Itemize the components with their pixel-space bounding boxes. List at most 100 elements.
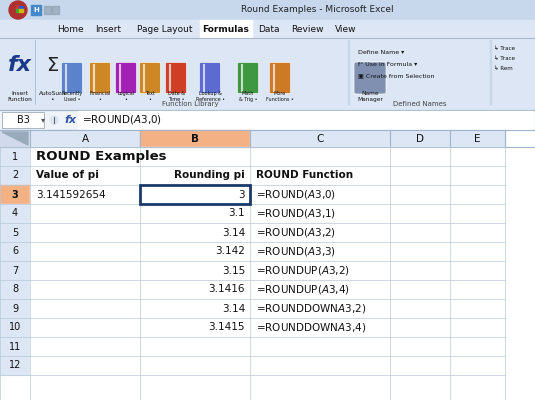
- Bar: [250, 280, 390, 299]
- Polygon shape: [2, 132, 28, 145]
- Text: 4: 4: [12, 208, 18, 218]
- Bar: [140, 356, 250, 375]
- Bar: [450, 204, 505, 223]
- Text: Page Layout: Page Layout: [137, 24, 193, 34]
- Text: ROUND Examples: ROUND Examples: [36, 150, 166, 163]
- Bar: [140, 337, 250, 356]
- Bar: [0, 337, 30, 356]
- Bar: [250, 223, 390, 242]
- Bar: [30, 242, 140, 261]
- Bar: [450, 185, 505, 204]
- Bar: [140, 299, 250, 318]
- Bar: [390, 318, 450, 337]
- Text: 7: 7: [12, 266, 18, 276]
- Bar: [30, 130, 140, 147]
- Bar: [450, 337, 505, 356]
- Text: Math
& Trig •: Math & Trig •: [239, 91, 257, 102]
- Bar: [390, 242, 450, 261]
- Text: =ROUNDUP($A$3,2): =ROUNDUP($A$3,2): [256, 264, 350, 277]
- FancyBboxPatch shape: [270, 62, 291, 94]
- FancyBboxPatch shape: [89, 62, 111, 94]
- Text: ↳ Trace: ↳ Trace: [494, 46, 515, 50]
- Bar: [30, 261, 140, 280]
- Text: AutoSum
•: AutoSum •: [39, 91, 65, 102]
- Bar: [140, 280, 250, 299]
- Bar: [0, 204, 30, 223]
- Bar: [140, 261, 250, 280]
- Bar: [0, 280, 30, 299]
- FancyBboxPatch shape: [354, 62, 386, 94]
- Bar: [390, 204, 450, 223]
- Text: 8: 8: [12, 284, 18, 294]
- Bar: [390, 280, 450, 299]
- Bar: [16, 6, 19, 9]
- Bar: [140, 223, 250, 242]
- Bar: [0, 223, 30, 242]
- Bar: [250, 147, 390, 166]
- Text: B3: B3: [17, 115, 29, 125]
- Bar: [0, 147, 30, 166]
- Bar: [450, 356, 505, 375]
- Text: ↳ Trace: ↳ Trace: [494, 56, 515, 60]
- Text: 3.142: 3.142: [215, 246, 245, 256]
- Text: ▣ Create from Selection: ▣ Create from Selection: [358, 74, 434, 78]
- Text: View: View: [334, 24, 356, 34]
- Text: 2: 2: [12, 170, 18, 180]
- Bar: [140, 242, 250, 261]
- Bar: [250, 185, 390, 204]
- Text: Financial
•: Financial •: [89, 91, 111, 102]
- Text: Value of pi: Value of pi: [36, 170, 99, 180]
- Text: fx: fx: [8, 55, 32, 75]
- Bar: [0, 299, 30, 318]
- Text: Home: Home: [57, 24, 83, 34]
- Bar: [140, 147, 250, 166]
- Text: Σ: Σ: [46, 56, 58, 75]
- Text: =ROUND($A$3,1): =ROUND($A$3,1): [256, 207, 336, 220]
- Bar: [30, 299, 140, 318]
- Bar: [0, 130, 30, 147]
- Bar: [390, 130, 450, 147]
- Bar: [390, 185, 450, 204]
- Text: D: D: [416, 134, 424, 144]
- Text: f° Use in Formula ▾: f° Use in Formula ▾: [358, 62, 417, 66]
- Bar: [250, 166, 390, 185]
- Bar: [0, 185, 30, 204]
- Bar: [450, 130, 505, 147]
- Bar: [450, 166, 505, 185]
- Bar: [390, 299, 450, 318]
- Bar: [31, 5, 41, 15]
- Text: Function Library: Function Library: [162, 101, 218, 107]
- Text: ▾: ▾: [41, 116, 45, 124]
- Bar: [30, 356, 140, 375]
- Bar: [78, 111, 533, 129]
- Bar: [30, 223, 140, 242]
- Bar: [19, 8, 22, 12]
- Text: 3.15: 3.15: [221, 266, 245, 276]
- Bar: [140, 166, 250, 185]
- Text: Rounding pi: Rounding pi: [174, 170, 245, 180]
- Text: =ROUNDUP($A$3,4): =ROUNDUP($A$3,4): [256, 283, 350, 296]
- Bar: [490, 40, 491, 104]
- Bar: [30, 147, 140, 166]
- Bar: [0, 0, 535, 20]
- Text: E: E: [474, 134, 481, 144]
- Text: Insert: Insert: [95, 24, 121, 34]
- Bar: [390, 223, 450, 242]
- Bar: [390, 261, 450, 280]
- FancyBboxPatch shape: [165, 62, 187, 94]
- Circle shape: [50, 116, 58, 124]
- Bar: [19, 6, 22, 9]
- Text: H: H: [33, 7, 39, 13]
- Bar: [30, 166, 140, 185]
- Bar: [450, 261, 505, 280]
- Bar: [0, 318, 30, 337]
- Text: C: C: [316, 134, 324, 144]
- Bar: [250, 242, 390, 261]
- Bar: [0, 356, 30, 375]
- Text: =ROUND($A$3,0): =ROUND($A$3,0): [82, 114, 162, 126]
- Bar: [140, 185, 250, 204]
- Text: Recently
Used •: Recently Used •: [62, 91, 82, 102]
- Bar: [250, 337, 390, 356]
- Text: B: B: [191, 134, 199, 144]
- Bar: [450, 280, 505, 299]
